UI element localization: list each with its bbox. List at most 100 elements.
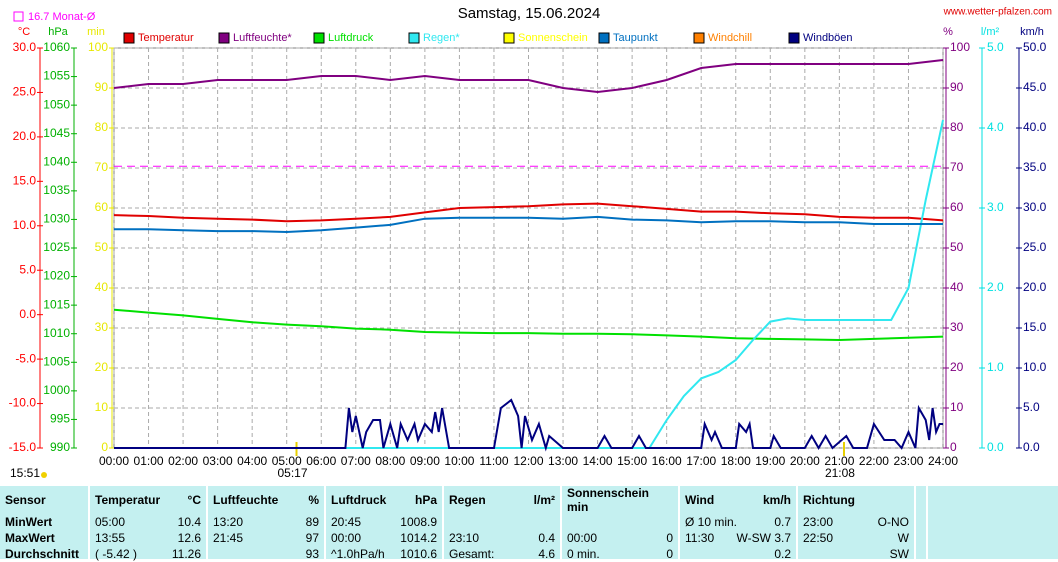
cell-right: 0.2 [774, 547, 791, 561]
x-tick-label: 22:00 [859, 454, 889, 468]
column-title: Sonnenschein min [567, 486, 650, 514]
y-tick-label: 1030 [43, 212, 70, 226]
cell-right: 10.4 [177, 515, 201, 529]
legend-label: Luftdruck [328, 32, 374, 44]
cell: 0 min. 0 [561, 546, 680, 562]
cell-left: 21:45 [213, 531, 244, 545]
column-unit: °C [187, 493, 201, 507]
legend-label: Luftfeuchte* [233, 32, 292, 44]
axis-unit: l/m² [981, 26, 1000, 38]
cell: 00:00 1014.2 [325, 530, 444, 546]
y-tick-label: 1055 [43, 69, 70, 83]
cell: 0.2 [679, 546, 798, 562]
x-tick-label: 09:00 [410, 454, 440, 468]
spacer [915, 514, 928, 530]
cell-right: 0.7 [774, 515, 791, 529]
cell: 05:00 10.4 [89, 514, 208, 530]
x-tick-label: 15:00 [617, 454, 647, 468]
row-label: MaxWert [0, 530, 90, 546]
header-cell: Sonnenschein min [561, 486, 680, 514]
y-tick-label: 1050 [43, 97, 70, 111]
row: MaxWert 13:55 12.6 21:45 97 00:00 1014.2 23:10 0… [0, 530, 928, 546]
y-tick-label: 10 [950, 400, 964, 414]
chart-title: Samstag, 15.06.2024 [458, 5, 601, 22]
y-tick-label: 995 [50, 412, 70, 426]
y-tick-label: 5.0 [987, 40, 1004, 54]
y-tick-label: 50 [95, 240, 109, 254]
column-title: Luftfeuchte [213, 493, 279, 507]
cell-right: 11.26 [171, 547, 201, 561]
y-tick-label: 50.0 [1023, 40, 1047, 54]
legend-swatch [218, 32, 230, 44]
y-tick-label: 30 [95, 320, 109, 334]
legend-label: Sonnenschein [518, 32, 588, 44]
y-tick-label: 15.0 [1023, 320, 1047, 334]
series-line [114, 215, 943, 234]
legend-swatch [408, 32, 420, 44]
legend-label: Regen* [423, 32, 460, 44]
series-line [113, 308, 944, 342]
cell: 23:10 0.4 [443, 530, 562, 546]
cell-left: 20:45 [331, 515, 362, 529]
y-tick-label: -5.0 [15, 351, 36, 365]
y-tick-label: 90 [950, 80, 964, 94]
y-tick-label: 10.0 [13, 218, 37, 232]
cell-right: 1014.2 [400, 531, 437, 545]
column-title: Richtung [803, 493, 855, 507]
cell-left: Gesamt: [449, 547, 495, 561]
cell-right: 1008.9 [400, 515, 437, 529]
y-tick-label: 0 [950, 440, 957, 454]
cell-left: 22:50 [803, 531, 834, 545]
row-label: Durchschnitt [0, 546, 90, 562]
x-tick-label: 20:00 [790, 454, 820, 468]
x-tick-label: 06:00 [306, 454, 336, 468]
legend-label: Windböen [803, 32, 853, 44]
y-tick-label: 20 [950, 360, 964, 374]
cell: 11:30 W-SW 3.7 [679, 530, 798, 546]
cell-left: 00:00 [567, 531, 598, 545]
header-cell: Luftfeuchte% [207, 486, 326, 514]
x-tick-label: 24:00 [928, 454, 958, 468]
y-tick-label: 0 [101, 440, 108, 454]
legend-swatch [123, 32, 135, 44]
cell: 23:00 O-NO [797, 514, 916, 530]
y-tick-label: 40 [95, 280, 109, 294]
cell-right: 0 [666, 531, 673, 545]
row: MinWert 05:00 10.4 13:20 89 20:45 1008.9 Ø 10 m… [0, 514, 928, 530]
column-unit: km/h [762, 493, 791, 507]
header-cell: Luftdruck hPa [325, 486, 444, 514]
cell: 00:00 0 [561, 530, 680, 546]
y-tick-label: 990 [50, 440, 70, 454]
cell: 13:20 89 [207, 514, 326, 530]
cell-right: W [897, 531, 909, 545]
y-tick-label: 1000 [43, 383, 70, 397]
y-tick-label: 0.0 [1023, 440, 1040, 454]
legend-swatch [598, 32, 610, 44]
legend-label: Windchill [708, 32, 752, 44]
y-tick-label: 90 [95, 80, 109, 94]
y-tick-label: 20.0 [13, 129, 37, 143]
cell [443, 514, 562, 530]
y-tick-label: 80 [950, 120, 964, 134]
y-tick-label: 30.0 [13, 40, 37, 54]
cell-right: W-SW 3.7 [736, 531, 791, 545]
row-label: MinWert [0, 514, 90, 530]
legend-swatch [788, 32, 800, 44]
y-tick-label: 20 [95, 360, 109, 374]
cell-left: 05:00 [95, 515, 126, 529]
cell-left: 00:00 [331, 531, 362, 545]
header-cell: Regen l/m² [443, 486, 562, 514]
legend-label: Taupunkt [613, 32, 658, 44]
y-tick-label: 2.0 [987, 280, 1004, 294]
y-tick-label: 0.0 [19, 307, 36, 321]
cell-right: 93 [305, 547, 319, 561]
column-title: Wind [685, 493, 715, 507]
cell-left: 13:55 [95, 531, 126, 545]
cell: 13:55 12.6 [89, 530, 208, 546]
spacer [915, 530, 928, 546]
x-tick-label: 13:00 [548, 454, 578, 468]
cell-right: 97 [305, 531, 319, 545]
y-tick-label: 60 [950, 200, 964, 214]
y-tick-label: 100 [88, 40, 108, 54]
